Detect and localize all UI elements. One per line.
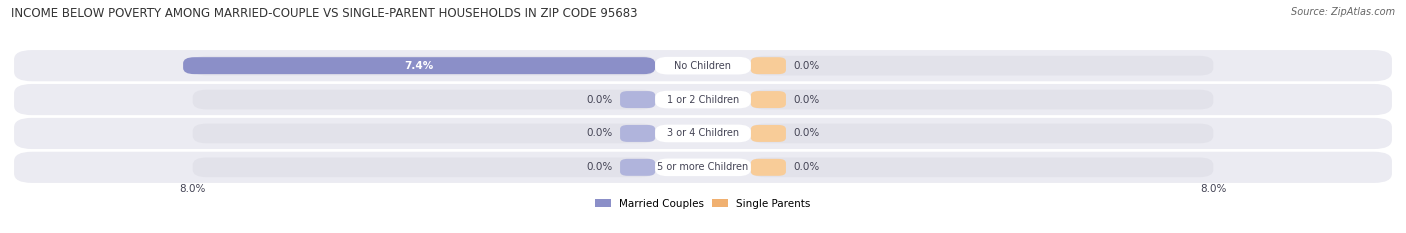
FancyBboxPatch shape	[193, 90, 655, 109]
Text: INCOME BELOW POVERTY AMONG MARRIED-COUPLE VS SINGLE-PARENT HOUSEHOLDS IN ZIP COD: INCOME BELOW POVERTY AMONG MARRIED-COUPL…	[11, 7, 638, 20]
Text: 3 or 4 Children: 3 or 4 Children	[666, 128, 740, 138]
Text: 0.0%: 0.0%	[793, 61, 820, 71]
Text: 0.0%: 0.0%	[793, 162, 820, 172]
Text: Source: ZipAtlas.com: Source: ZipAtlas.com	[1291, 7, 1395, 17]
FancyBboxPatch shape	[751, 91, 786, 108]
Text: 8.0%: 8.0%	[1201, 184, 1226, 194]
Text: 0.0%: 0.0%	[586, 162, 613, 172]
Text: 0.0%: 0.0%	[793, 95, 820, 105]
FancyBboxPatch shape	[751, 57, 786, 74]
FancyBboxPatch shape	[655, 91, 751, 108]
FancyBboxPatch shape	[14, 152, 1392, 183]
FancyBboxPatch shape	[620, 159, 655, 176]
FancyBboxPatch shape	[751, 158, 1213, 177]
FancyBboxPatch shape	[751, 90, 1213, 109]
FancyBboxPatch shape	[193, 124, 655, 143]
FancyBboxPatch shape	[14, 50, 1392, 81]
Text: 0.0%: 0.0%	[586, 128, 613, 138]
FancyBboxPatch shape	[655, 158, 751, 176]
FancyBboxPatch shape	[14, 118, 1392, 149]
Text: 1 or 2 Children: 1 or 2 Children	[666, 95, 740, 105]
FancyBboxPatch shape	[655, 57, 751, 75]
Text: 5 or more Children: 5 or more Children	[658, 162, 748, 172]
FancyBboxPatch shape	[751, 159, 786, 176]
FancyBboxPatch shape	[751, 125, 786, 142]
FancyBboxPatch shape	[620, 91, 655, 108]
FancyBboxPatch shape	[751, 56, 1213, 75]
FancyBboxPatch shape	[183, 57, 655, 74]
FancyBboxPatch shape	[655, 125, 751, 142]
Legend: Married Couples, Single Parents: Married Couples, Single Parents	[591, 194, 815, 213]
Text: 0.0%: 0.0%	[586, 95, 613, 105]
FancyBboxPatch shape	[193, 158, 655, 177]
Text: 7.4%: 7.4%	[405, 61, 434, 71]
FancyBboxPatch shape	[14, 84, 1392, 115]
FancyBboxPatch shape	[751, 124, 1213, 143]
FancyBboxPatch shape	[620, 125, 655, 142]
FancyBboxPatch shape	[193, 56, 655, 75]
Text: 8.0%: 8.0%	[180, 184, 205, 194]
Text: No Children: No Children	[675, 61, 731, 71]
Text: 0.0%: 0.0%	[793, 128, 820, 138]
